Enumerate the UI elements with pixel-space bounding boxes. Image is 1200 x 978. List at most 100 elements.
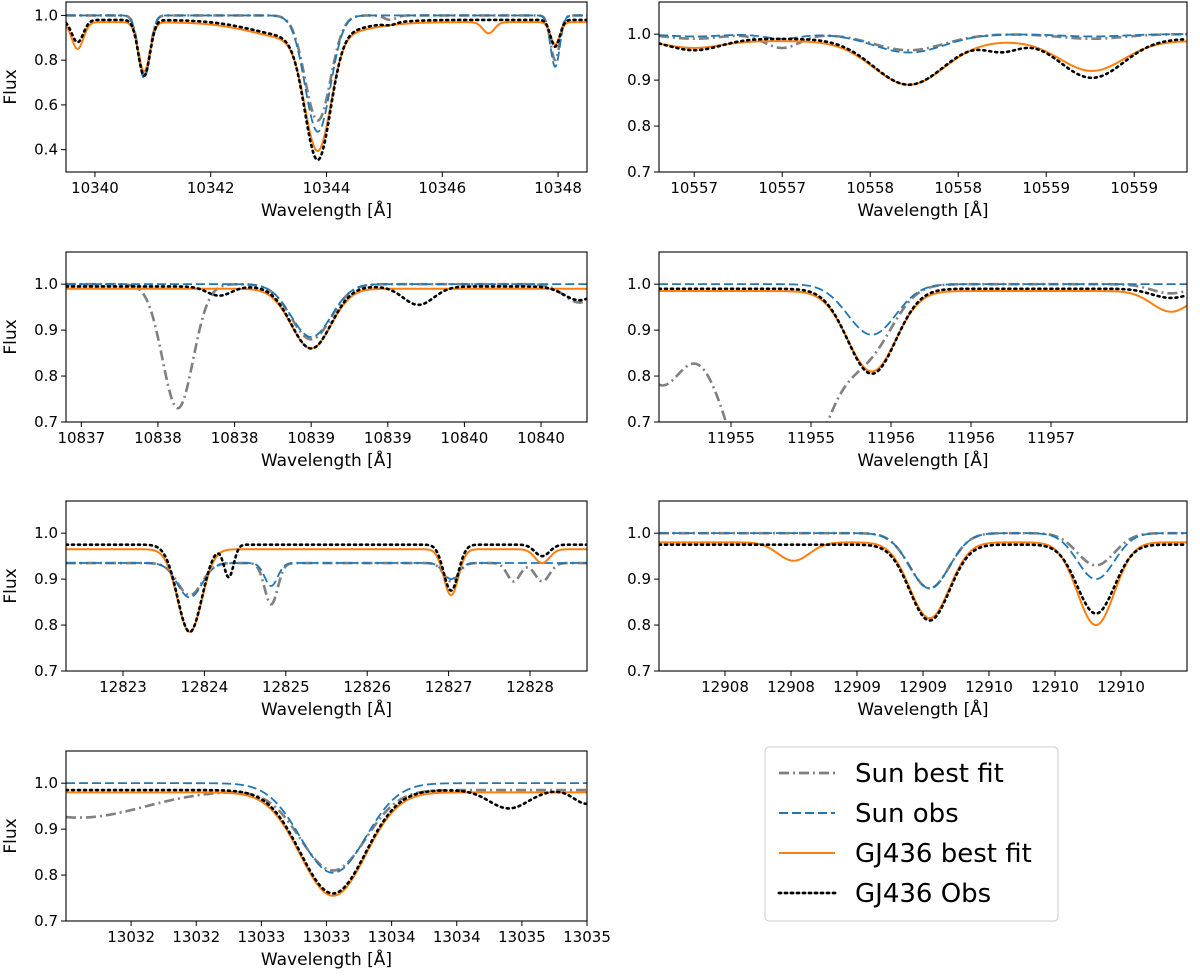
series-line-gj-fit [66, 548, 587, 633]
axes-frame [65, 750, 588, 922]
y-axis-label: Flux [1, 69, 21, 104]
axes-frame [65, 500, 588, 672]
legend-item-gj-fit: GJ436 best fit [779, 839, 1032, 869]
x-tick-label: 10557 [758, 179, 806, 197]
x-tick-label: 10838 [134, 429, 182, 447]
x-tick-label: 12909 [833, 678, 881, 696]
panel-3: 10837 10838 10838 10839 10839 10840 10840 0.7 0.… [1, 251, 588, 471]
y-axis-label: Flux [1, 319, 21, 354]
y-tick-label: 0.8 [627, 616, 651, 634]
y-tick-label: 0.9 [627, 570, 651, 588]
x-tick-label: 12908 [767, 678, 815, 696]
panel-2: 10557 10557 10558 10558 10559 10559 0.7 0.8 0.9 1… [627, 1, 1188, 221]
y-tick-label: 0.8 [34, 51, 58, 69]
y-tick-label: 0.7 [34, 662, 58, 680]
legend-label: Sun obs [855, 799, 959, 829]
y-tick-label: 0.8 [34, 367, 58, 385]
legend-frame [764, 746, 1059, 922]
x-tick-label: 10348 [534, 179, 582, 197]
panel-4: 11955 11955 11956 11956 11957 0.7 0.8 0.9 1.0 Wav… [627, 251, 1188, 471]
series-line-gj-obs [66, 788, 587, 895]
series-line-gj-obs [66, 18, 587, 162]
x-tick-label: 11955 [787, 429, 835, 447]
y-tick-label: 0.9 [627, 321, 651, 339]
x-tick-label: 10344 [303, 179, 351, 197]
legend: Sun best fit Sun obs GJ436 best fit GJ436 O… [764, 746, 1059, 922]
x-axis-label: Wavelength [Å] [261, 449, 392, 471]
y-tick-label: 0.9 [34, 820, 58, 838]
panel-7-plot-area [66, 782, 587, 897]
x-tick-label: 12909 [899, 678, 947, 696]
series-line-gj-obs [659, 543, 1187, 622]
x-tick-label: 10840 [441, 429, 489, 447]
x-tick-label: 13034 [368, 928, 416, 946]
x-tick-label: 10840 [517, 429, 565, 447]
series-line-sun-fit [66, 561, 587, 606]
y-tick-label: 1.0 [34, 524, 58, 542]
x-tick-label: 13035 [563, 928, 611, 946]
y-tick-label: 0.6 [34, 96, 58, 114]
x-tick-label: 10838 [211, 429, 259, 447]
x-tick-label: 12827 [425, 678, 473, 696]
x-tick-label: 13032 [107, 928, 155, 946]
x-tick-label: 11956 [947, 429, 995, 447]
x-tick-label: 12823 [99, 678, 147, 696]
series-line-gj-obs [66, 285, 587, 350]
series-line-sun-fit [659, 32, 1187, 52]
y-tick-label: 0.8 [627, 117, 651, 135]
legend-label: GJ436 best fit [855, 839, 1032, 869]
y-tick-label: 1.0 [627, 524, 651, 542]
series-line-sun-obs [659, 532, 1187, 590]
x-tick-label: 10557 [670, 179, 718, 197]
series-line-gj-fit [66, 791, 587, 897]
legend-label: Sun best fit [855, 759, 1004, 789]
y-tick-label: 0.9 [34, 570, 58, 588]
x-axis-label: Wavelength [Å] [261, 199, 392, 221]
panel-5-plot-area [66, 543, 587, 634]
series-line-gj-fit [659, 290, 1187, 373]
axes-frame [65, 1, 588, 173]
panel-6: 12908 12908 12909 12909 12910 12910 12910 0.7 0.… [627, 500, 1188, 720]
x-tick-label: 13035 [498, 928, 546, 946]
y-tick-label: 0.8 [34, 616, 58, 634]
legend-item-gj-obs: GJ436 Obs [777, 879, 991, 909]
x-axis-label: Wavelength [Å] [261, 698, 392, 720]
legend-label: GJ436 Obs [855, 879, 991, 909]
panel-2-plot-area [659, 32, 1187, 86]
panel-7: 13032 13032 13033 13033 13034 13034 13035 13035… [1, 750, 611, 970]
y-tick-label: 1.0 [34, 774, 58, 792]
x-tick-label: 11955 [707, 429, 755, 447]
y-tick-label: 1.0 [627, 275, 651, 293]
y-tick-label: 0.9 [627, 71, 651, 89]
y-tick-label: 0.8 [627, 367, 651, 385]
panel-1: 10340 10342 10344 10346 10348 0.4 0.6 0.8 1.0 Wav… [1, 1, 588, 221]
panel-5: 12823 12824 12825 12826 12827 12828 0.7 0.8 0.9 1… [1, 500, 588, 720]
series-line-sun-fit [66, 14, 587, 122]
axes-frame [658, 251, 1188, 423]
series-line-gj-obs [659, 287, 1187, 376]
x-tick-label: 12910 [1097, 678, 1145, 696]
x-tick-label: 10340 [71, 179, 119, 197]
panel-4-plot-area [659, 282, 1187, 422]
y-tick-label: 0.7 [627, 662, 651, 680]
y-tick-label: 0.4 [34, 141, 58, 159]
panel-6-plot-area [659, 531, 1187, 627]
x-tick-label: 10342 [187, 179, 235, 197]
x-tick-label: 10839 [364, 429, 412, 447]
series-line-sun-fit [66, 788, 587, 872]
x-tick-label: 12910 [965, 678, 1013, 696]
x-tick-label: 12825 [262, 678, 310, 696]
legend-item-sun-fit: Sun best fit [779, 759, 1004, 789]
x-axis-label: Wavelength [Å] [857, 199, 988, 221]
y-tick-label: 0.8 [34, 866, 58, 884]
axes-frame [65, 251, 588, 423]
legend-item-sun-obs: Sun obs [779, 799, 959, 829]
y-tick-label: 0.7 [627, 413, 651, 431]
x-tick-label: 13033 [303, 928, 351, 946]
x-axis-label: Wavelength [Å] [857, 698, 988, 720]
y-axis-label: Flux [1, 818, 21, 853]
x-tick-label: 10558 [846, 179, 894, 197]
y-tick-label: 0.7 [34, 912, 58, 930]
y-axis-label: Flux [1, 568, 21, 603]
